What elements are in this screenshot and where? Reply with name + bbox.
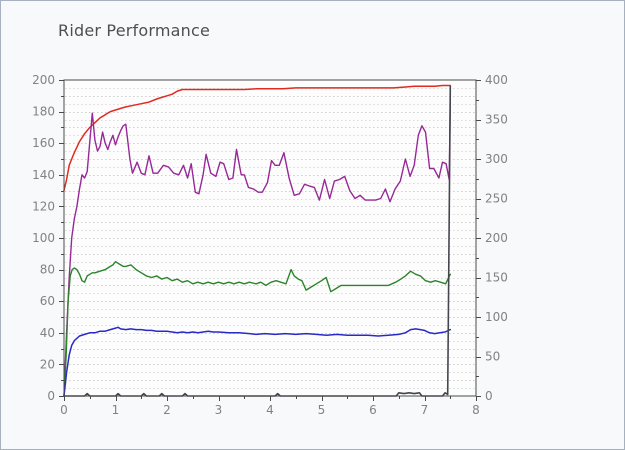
x-label: 0 bbox=[60, 403, 68, 417]
y-left-label: 40 bbox=[40, 326, 55, 340]
y-left-label: 60 bbox=[40, 294, 55, 308]
y-right-label: 250 bbox=[485, 192, 508, 206]
x-label: 4 bbox=[266, 403, 274, 417]
red-line bbox=[63, 84, 452, 192]
y-left-label: 20 bbox=[40, 357, 55, 371]
dark-baseline-line bbox=[63, 85, 452, 397]
x-label: 3 bbox=[215, 403, 223, 417]
y-right-label: 150 bbox=[485, 271, 508, 285]
y-right-label: 300 bbox=[485, 152, 508, 166]
y-right-label: 0 bbox=[485, 389, 493, 403]
y-right-label: 100 bbox=[485, 310, 508, 324]
y-right-label: 350 bbox=[485, 113, 508, 127]
y-left-label: 120 bbox=[32, 199, 55, 213]
y-right-label: 200 bbox=[485, 231, 508, 245]
y-right-label: 400 bbox=[485, 73, 508, 87]
x-label: 6 bbox=[369, 403, 377, 417]
x-label: 2 bbox=[163, 403, 171, 417]
y-right-label: 50 bbox=[485, 350, 500, 364]
blue-line bbox=[63, 326, 452, 397]
y-left-label: 100 bbox=[32, 231, 55, 245]
green-line bbox=[63, 261, 451, 397]
x-label: 5 bbox=[318, 403, 326, 417]
y-left-label: 140 bbox=[32, 168, 55, 182]
x-label: 1 bbox=[112, 403, 120, 417]
chart-title: Rider Performance bbox=[58, 21, 211, 40]
x-label: 8 bbox=[472, 403, 480, 417]
y-left-label: 200 bbox=[32, 73, 55, 87]
y-left-label: 80 bbox=[40, 263, 55, 277]
magenta-line bbox=[63, 101, 451, 397]
y-left-label: 180 bbox=[32, 105, 55, 119]
y-left-label: 0 bbox=[47, 389, 55, 403]
y-left-label: 160 bbox=[32, 136, 55, 150]
x-label: 7 bbox=[421, 403, 429, 417]
